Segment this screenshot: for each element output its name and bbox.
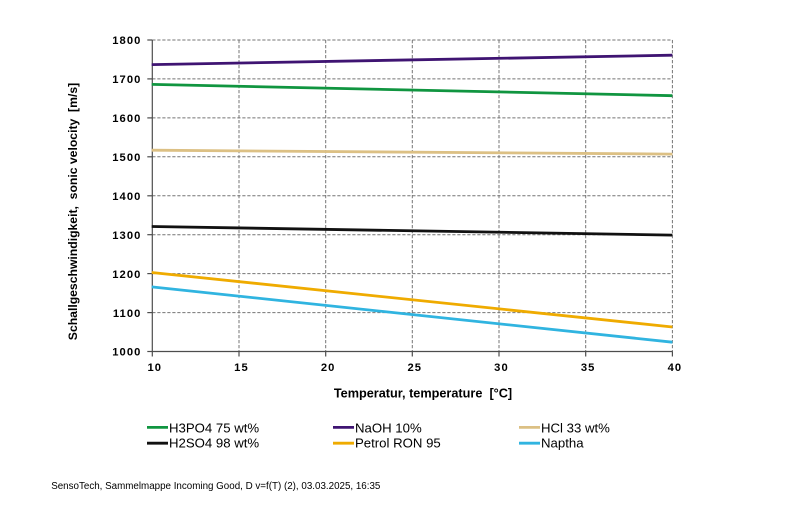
svg-text:H3PO4 75 wt%: H3PO4 75 wt% [169, 420, 259, 435]
svg-text:10: 10 [147, 362, 162, 374]
svg-text:1600: 1600 [112, 113, 141, 125]
svg-text:Petrol RON 95: Petrol RON 95 [355, 436, 441, 451]
svg-text:H2SO4 98 wt%: H2SO4 98 wt% [169, 436, 259, 451]
svg-text:Temperatur, temperature [°C]: Temperatur, temperature [°C] [334, 387, 512, 401]
svg-text:15: 15 [234, 362, 249, 374]
svg-text:NaOH 10%: NaOH 10% [355, 420, 422, 435]
svg-text:1000: 1000 [112, 347, 141, 359]
svg-text:35: 35 [581, 362, 596, 374]
svg-text:Naptha: Naptha [541, 436, 584, 451]
svg-text:1700: 1700 [112, 74, 141, 86]
svg-text:1400: 1400 [112, 191, 141, 203]
svg-text:20: 20 [321, 362, 336, 374]
svg-text:1100: 1100 [113, 308, 142, 320]
svg-text:25: 25 [407, 362, 422, 374]
svg-text:SensoTech, Sammelmappe Incomin: SensoTech, Sammelmappe Incoming Good, D … [51, 481, 381, 492]
svg-text:1500: 1500 [112, 152, 141, 164]
svg-text:1800: 1800 [112, 35, 141, 47]
svg-text:1200: 1200 [112, 269, 141, 281]
svg-text:Schallgeschwindigkeit, sonic: Schallgeschwindigkeit, sonic velocity [m… [66, 83, 80, 340]
svg-text:30: 30 [494, 362, 509, 374]
svg-text:1300: 1300 [112, 230, 141, 242]
svg-text:40: 40 [668, 362, 683, 374]
svg-text:HCl 33 wt%: HCl 33 wt% [541, 420, 610, 435]
